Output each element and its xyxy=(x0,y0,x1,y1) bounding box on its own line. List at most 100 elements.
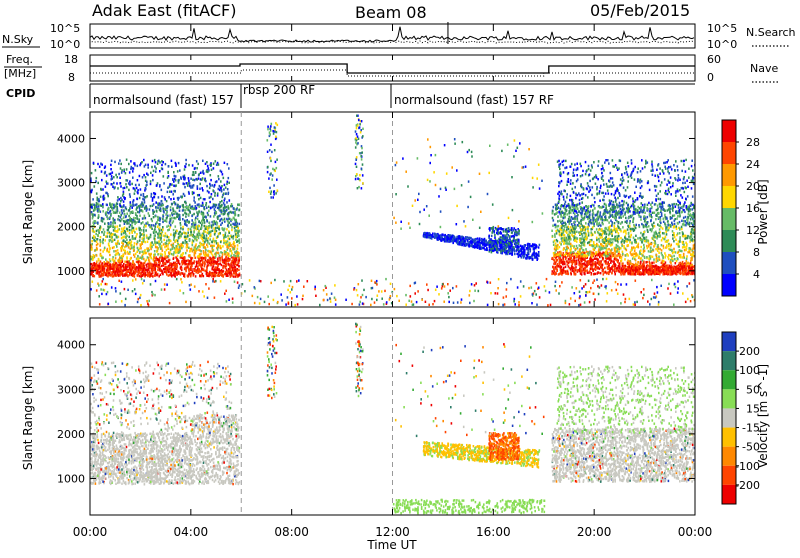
power-cell xyxy=(203,244,205,246)
power-cell xyxy=(119,212,121,214)
power-cell xyxy=(155,241,157,243)
power-cell xyxy=(112,247,114,249)
power-cell xyxy=(98,209,100,211)
power-cell xyxy=(139,239,141,241)
power-cell xyxy=(139,211,141,213)
power-cell xyxy=(137,255,139,257)
power-cell xyxy=(119,198,121,200)
power-cell xyxy=(234,246,236,248)
power-cell xyxy=(181,196,183,198)
power-cell xyxy=(218,163,220,165)
power-cell xyxy=(203,206,205,208)
power-cell xyxy=(604,267,606,269)
power-cell xyxy=(217,235,219,237)
power-cell xyxy=(172,210,174,212)
power-cell xyxy=(225,186,227,188)
power-cell xyxy=(189,260,191,262)
power-cell xyxy=(137,258,139,260)
power-cell xyxy=(181,232,183,234)
power-cell xyxy=(105,273,107,275)
power-cell xyxy=(220,257,222,259)
power-cell xyxy=(221,204,223,206)
power-cell xyxy=(105,165,107,167)
power-cell xyxy=(132,262,134,264)
power-cell xyxy=(189,211,191,213)
power-cell xyxy=(168,196,170,198)
power-cell xyxy=(150,274,152,276)
power-cell xyxy=(154,211,156,213)
power-cell xyxy=(125,206,127,208)
power-cell xyxy=(171,253,173,255)
power-cell xyxy=(135,253,137,255)
power-cell xyxy=(137,211,139,213)
power-cell xyxy=(572,270,574,272)
power-cell xyxy=(147,166,149,168)
power-cell xyxy=(595,273,597,275)
power-cell xyxy=(177,170,179,172)
power-cell xyxy=(594,257,596,259)
power-cell xyxy=(571,261,573,263)
power-cell xyxy=(197,218,199,220)
power-cell xyxy=(671,256,673,258)
power-cell xyxy=(159,227,161,229)
power-cell xyxy=(235,239,237,241)
power-cell xyxy=(193,222,195,224)
power-cell xyxy=(91,204,93,206)
power-cell xyxy=(234,272,236,274)
power-cell xyxy=(200,250,202,252)
power-cell xyxy=(137,240,139,242)
power-cell xyxy=(584,269,586,271)
power-cell xyxy=(118,270,120,272)
power-cell xyxy=(607,268,609,270)
power-cell xyxy=(224,234,226,236)
power-cell xyxy=(217,260,219,262)
power-cell xyxy=(220,180,222,182)
power-cell xyxy=(198,225,200,227)
power-cell xyxy=(568,228,570,230)
freq-label-line1: Freq. xyxy=(6,53,33,66)
power-cell xyxy=(646,269,648,271)
power-cell xyxy=(169,185,171,187)
power-cell xyxy=(223,177,225,179)
power-cell xyxy=(225,243,227,245)
power-cell xyxy=(169,218,171,220)
power-cell xyxy=(189,182,191,184)
power-cell xyxy=(116,209,118,211)
power-cell xyxy=(635,268,637,270)
power-cell xyxy=(650,255,652,257)
power-cell xyxy=(213,275,215,277)
power-cell xyxy=(234,242,236,244)
power-cell xyxy=(91,273,93,275)
power-cell xyxy=(175,179,177,181)
power-cell xyxy=(119,260,121,262)
power-cell xyxy=(656,269,658,271)
power-cell xyxy=(113,182,115,184)
power-cell xyxy=(145,229,147,231)
power-cell xyxy=(120,205,122,207)
power-cell xyxy=(229,232,231,234)
power-cell xyxy=(231,252,233,254)
power-cell xyxy=(223,213,225,215)
power-cell xyxy=(197,204,199,206)
power-cell xyxy=(637,272,639,274)
power-cell xyxy=(92,229,94,231)
power-cell xyxy=(171,266,173,268)
power-cell xyxy=(638,261,640,263)
power-cell xyxy=(219,205,221,207)
power-cell xyxy=(182,255,184,257)
power-cell xyxy=(106,261,108,263)
power-cell xyxy=(136,261,138,263)
power-cell xyxy=(98,230,100,232)
cpid-panel: CPID normalsound (fast) 157 rbsp 200 RF … xyxy=(6,83,695,108)
power-cell xyxy=(213,227,215,229)
power-cell xyxy=(206,269,208,271)
power-cell xyxy=(96,238,98,240)
power-cell xyxy=(639,253,641,255)
power-cell xyxy=(150,263,152,265)
power-cell xyxy=(168,255,170,257)
power-cell xyxy=(151,269,153,271)
power-cell xyxy=(553,219,555,221)
power-cell xyxy=(100,196,102,198)
power-cell xyxy=(117,249,119,251)
power-cell xyxy=(195,226,197,228)
